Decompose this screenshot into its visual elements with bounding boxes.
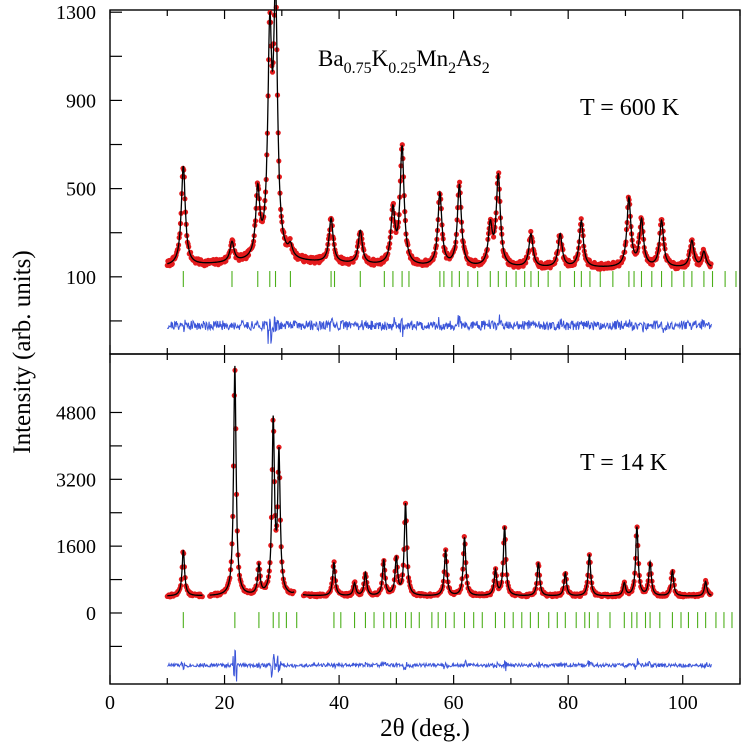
top-calculated-line [167,0,712,267]
observed-point [491,234,497,240]
y-tick-label: 1600 [56,536,96,558]
x-tick-label: 60 [444,692,464,714]
observed-point [528,228,534,235]
observed-point [461,534,467,540]
y-tick-label: 0 [86,603,96,625]
observed-point [390,200,396,207]
y-tick-label: 100 [66,267,96,289]
bottom-bragg-ticks [182,612,733,629]
x-tick-label: 0 [105,692,115,714]
observed-point [269,69,276,75]
observed-point [287,236,293,242]
observed-point [457,179,463,185]
bottom-y-ticks: 4800 3200 1600 0 [56,402,122,648]
bottom-panel-frame [109,353,741,685]
x-tick-label: 100 [668,692,698,714]
x-axis-title: 2θ (deg.) [380,715,470,742]
bottom-difference-line [167,649,712,682]
observed-point [331,559,337,565]
y-tick-label: 3200 [56,469,96,491]
y-tick-label: 500 [66,179,96,201]
x-tick-label: 20 [215,692,235,714]
compound-formula: Ba0.75K0.25Mn2As2 [318,46,490,77]
y-axis-title: Intensity (arb. units) [9,250,36,453]
observed-point [578,216,584,222]
bottom-calculated-line [167,365,712,597]
top-x-ticks [109,10,741,354]
top-temperature-label: T = 600 K [580,95,680,121]
bottom-x-ticks: 0 20 40 60 80 100 [105,354,741,714]
observed-point [649,262,656,268]
top-difference-line [166,314,712,344]
bottom-observed-points [164,367,714,600]
x-tick-label: 40 [329,692,349,714]
y-tick-label: 4800 [56,402,96,424]
top-panel: 1300 900 500 100 Ba0.75K0.25Mn2As2 T = 600 … [56,0,741,355]
bottom-panel: 4800 3200 1600 0 0 20 40 60 80 100 T = 14 K [56,353,741,714]
observed-point [399,142,405,148]
bottom-temperature-label: T = 14 K [580,450,668,476]
y-tick-label: 1300 [56,2,96,24]
top-bragg-ticks [182,271,737,288]
y-tick-label: 900 [66,90,96,112]
observed-point [245,252,252,258]
top-y-ticks: 1300 900 500 100 [56,2,122,322]
x-tick-label: 80 [558,692,578,714]
